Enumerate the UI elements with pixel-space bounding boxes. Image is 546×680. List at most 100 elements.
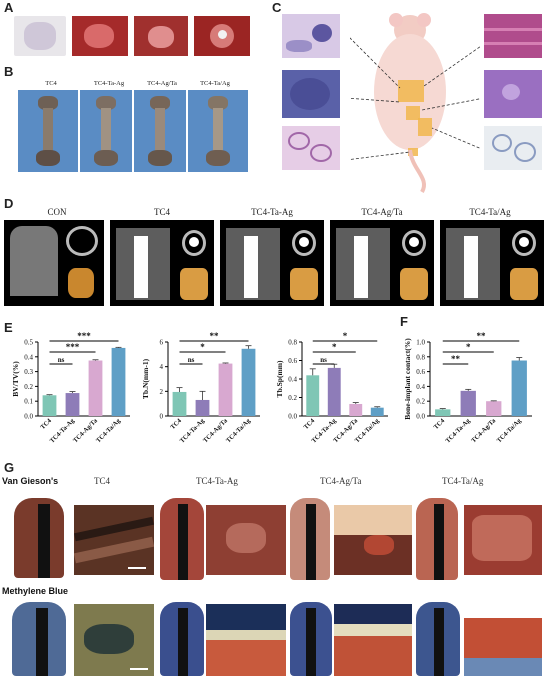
vg-tc4-ta-ag-zoom — [206, 505, 286, 575]
bar — [172, 391, 187, 416]
y-tick-label: 0.6 — [288, 357, 297, 365]
mb-tc4-ag-ta-zoom — [334, 604, 412, 676]
y-tick-label: 0.0 — [288, 413, 297, 421]
chart-tb-n: 0246Tb.N(mm-1)TC4TC4-Ta-AgTC4-Ag/TaTC4-T… — [141, 331, 260, 445]
panel-label-g: G — [4, 460, 15, 475]
panel-d-label-tc4-ta-ag: TC4-Ta-Ag — [251, 207, 293, 217]
chart-bone-implant-contact: 0.0 0.2 0.4 0.6 0.8 1.0 Bone-implant contact(%… — [403, 331, 532, 445]
ct-tc4-ta-ag — [220, 220, 324, 306]
vg-tc4-ta-ag-2-zoom — [464, 505, 542, 575]
ct-tc4 — [110, 220, 214, 306]
photo-b-femur-tc4-ag-ta — [134, 90, 186, 172]
y-tick-label: 0.8 — [416, 353, 425, 361]
vg-tc4-ta-ag-section — [158, 490, 208, 582]
vg-tc4-section — [8, 490, 70, 580]
significance-label: *** — [77, 331, 91, 341]
bar — [327, 367, 341, 416]
significance-label: * — [466, 342, 471, 352]
histology-c-liver — [484, 70, 542, 118]
bar — [306, 375, 320, 416]
y-tick-label: 0 — [160, 413, 164, 421]
significance-label: ** — [477, 331, 487, 341]
y-tick-label: 1.0 — [416, 339, 425, 347]
panel-b-label-4: TC4-Ta/Ag — [200, 80, 230, 87]
y-axis-label: Tb.N(mm-1) — [141, 358, 150, 399]
y-tick-label: 0.3 — [24, 368, 33, 376]
x-tick-label: TC4-Ta/Ag — [95, 417, 123, 445]
panel-b-label-2: TC4-Ta-Ag — [93, 80, 125, 87]
panel-label-b: B — [4, 64, 14, 79]
y-tick-label: 0.5 — [24, 339, 33, 347]
y-tick-label: 0.4 — [288, 376, 297, 384]
significance-label: ns — [188, 356, 195, 364]
mb-tc4-ta-ag-section — [158, 598, 206, 678]
significance-label: ** — [210, 331, 220, 341]
bar — [460, 390, 476, 416]
significance-label: *** — [66, 342, 80, 352]
panel-label-a: A — [4, 0, 14, 15]
y-tick-label: 0.8 — [288, 339, 297, 347]
bar — [42, 395, 57, 416]
panel-label-d: D — [4, 196, 14, 211]
y-tick-label: 0.2 — [288, 394, 297, 402]
significance-label: * — [332, 342, 337, 352]
bar — [486, 401, 502, 416]
row-label-methylene-blue: Methylene Blue — [2, 586, 69, 596]
panel-g-label-tc4-ag-ta: TC4-Ag/Ta — [320, 476, 362, 486]
bar — [218, 363, 233, 416]
bar — [349, 403, 363, 416]
y-tick-label: 0.4 — [24, 353, 33, 361]
y-tick-label: 6 — [160, 339, 164, 347]
mb-tc4-section — [8, 598, 70, 678]
mb-tc4-ta-ag-2-zoom — [464, 604, 542, 676]
x-tick-label: TC4 — [433, 417, 447, 431]
y-tick-label: 0.6 — [416, 368, 425, 376]
photo-a-surgery-1 — [72, 16, 128, 56]
y-tick-label: 2 — [160, 388, 164, 396]
x-tick-label: TC4 — [169, 417, 183, 431]
photo-a-surgery-2 — [134, 16, 188, 56]
x-tick-label: TC4 — [303, 417, 317, 431]
bar — [111, 347, 126, 416]
panel-d-label-tc4-ag-ta: TC4-Ag/Ta — [361, 207, 403, 217]
panel-label-f: F — [400, 314, 408, 329]
y-tick-label: 0.0 — [416, 413, 425, 421]
bar — [65, 393, 80, 416]
panel-b-label-1: TC4 — [45, 80, 57, 87]
histology-c-kidney-right — [484, 126, 542, 170]
significance-label: ** — [451, 354, 461, 364]
panel-d-label-tc4-ta-ag-2: TC4-Ta/Ag — [469, 207, 511, 217]
chart-tb-sp: 0.00.20.40.60.8Tb.Sp(mm)TC4TC4-Ta-AgTC4-… — [275, 331, 388, 445]
photo-b-femur-tc4-ta-ag — [80, 90, 132, 172]
panel-g-label-tc4: TC4 — [94, 476, 111, 486]
row-label-van-gieson: Van Gieson's — [2, 476, 59, 486]
significance-label: ns — [58, 356, 65, 364]
histology-c-kidney-left — [282, 126, 340, 170]
photo-b-femur-tc4 — [18, 90, 78, 172]
significance-label: * — [200, 342, 205, 352]
x-tick-label: TC4-Ta-Ag — [444, 417, 472, 445]
x-tick-label: TC4-Ta/Ag — [496, 417, 524, 445]
photo-a-implant-inserted — [194, 16, 250, 56]
panel-b-label-3: TC4-Ag/Ta — [147, 80, 177, 87]
bar — [435, 409, 451, 416]
ct-tc4-ta-ag-2 — [440, 220, 544, 306]
y-tick-label: 0.0 — [24, 413, 33, 421]
significance-label: ns — [320, 356, 327, 364]
vg-tc4-ta-ag-2-section — [414, 490, 462, 582]
vg-tc4-ag-ta-section — [288, 490, 334, 582]
y-tick-label: 0.4 — [416, 383, 425, 391]
rat-illustration — [350, 13, 480, 193]
histology-c-heart — [484, 14, 542, 58]
ct-con — [4, 220, 104, 306]
bar — [241, 348, 256, 416]
panel-label-c: C — [272, 0, 282, 15]
y-axis-label: BV/TV(%) — [11, 361, 20, 397]
mb-tc4-zoom — [74, 604, 154, 676]
mb-tc4-ag-ta-section — [288, 598, 334, 678]
x-tick-label: TC4-Ag/Ta — [470, 417, 498, 445]
photo-b-femur-tc4-ta-ag-2 — [188, 90, 248, 172]
chart-bv-tv: 0.00.10.20.30.40.5BV/TV(%)TC4TC4-Ta-AgTC… — [11, 331, 130, 445]
y-axis-label: Tb.Sp(mm) — [275, 360, 284, 397]
y-tick-label: 0.2 — [416, 398, 425, 406]
